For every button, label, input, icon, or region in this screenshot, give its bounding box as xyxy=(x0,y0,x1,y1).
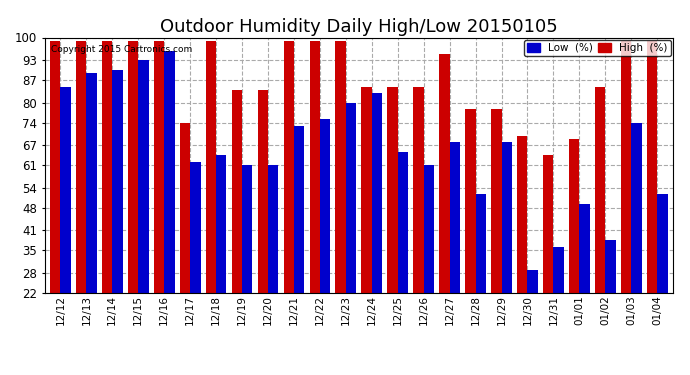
Bar xyxy=(180,123,190,364)
Bar xyxy=(387,87,397,364)
Bar xyxy=(112,70,123,364)
Bar xyxy=(397,152,408,364)
Bar xyxy=(502,142,512,364)
Title: Outdoor Humidity Daily High/Low 20150105: Outdoor Humidity Daily High/Low 20150105 xyxy=(160,18,558,36)
Bar xyxy=(621,41,631,364)
Bar xyxy=(76,41,86,364)
Bar xyxy=(413,87,424,364)
Bar xyxy=(450,142,460,364)
Bar xyxy=(310,41,320,364)
Bar xyxy=(294,126,304,364)
Bar xyxy=(284,41,294,364)
Bar xyxy=(372,93,382,364)
Bar xyxy=(527,270,538,364)
Bar xyxy=(647,41,657,364)
Bar xyxy=(190,162,201,364)
Bar xyxy=(580,204,590,364)
Bar xyxy=(335,41,346,364)
Bar xyxy=(605,240,615,364)
Bar xyxy=(128,41,138,364)
Bar xyxy=(543,155,553,364)
Bar xyxy=(569,139,580,364)
Bar xyxy=(164,51,175,364)
Bar xyxy=(242,165,253,364)
Bar xyxy=(50,41,61,364)
Bar xyxy=(491,110,502,364)
Bar xyxy=(657,194,667,364)
Bar xyxy=(424,165,434,364)
Bar xyxy=(257,90,268,364)
Text: Copyright 2015 Cartronics.com: Copyright 2015 Cartronics.com xyxy=(51,45,193,54)
Bar xyxy=(517,136,527,364)
Bar xyxy=(362,87,372,364)
Bar xyxy=(595,87,605,364)
Bar xyxy=(320,119,331,364)
Bar xyxy=(268,165,278,364)
Bar xyxy=(216,155,226,364)
Bar xyxy=(154,41,164,364)
Bar xyxy=(346,103,356,364)
Bar xyxy=(206,41,216,364)
Legend: Low  (%), High  (%): Low (%), High (%) xyxy=(524,40,671,56)
Bar xyxy=(138,60,148,364)
Bar xyxy=(232,90,242,364)
Bar xyxy=(86,74,97,364)
Bar xyxy=(475,194,486,364)
Bar xyxy=(465,110,475,364)
Bar xyxy=(631,123,642,364)
Bar xyxy=(553,247,564,364)
Bar xyxy=(61,87,71,364)
Bar xyxy=(102,41,112,364)
Bar xyxy=(440,54,450,364)
